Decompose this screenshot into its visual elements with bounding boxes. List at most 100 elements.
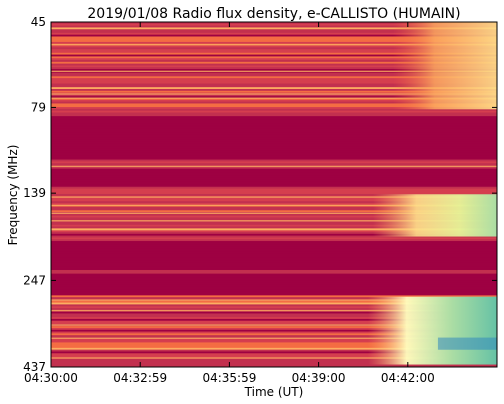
frequency-row bbox=[51, 199, 497, 202]
frequency-row bbox=[51, 253, 497, 256]
frequency-row bbox=[51, 41, 497, 45]
emission-line bbox=[51, 309, 497, 312]
frequency-row bbox=[51, 96, 497, 99]
x-axis-label: Time (UT) bbox=[244, 385, 304, 399]
frequency-row bbox=[51, 148, 497, 151]
frequency-row bbox=[51, 128, 497, 131]
frequency-row bbox=[51, 177, 497, 180]
y-tick-label: 45 bbox=[31, 15, 46, 29]
frequency-rows bbox=[51, 22, 497, 367]
x-axis: 04:30:00 04:32:59 04:35:59 04:39:00 04:42:00 bbox=[24, 22, 435, 385]
heatmap-area bbox=[51, 22, 497, 367]
frequency-row bbox=[51, 213, 497, 217]
frequency-row bbox=[51, 275, 497, 278]
frequency-row bbox=[51, 311, 497, 314]
frequency-row bbox=[51, 360, 497, 363]
frequency-row bbox=[51, 123, 497, 126]
frequency-row bbox=[51, 34, 497, 37]
frequency-row bbox=[51, 85, 497, 88]
frequency-row bbox=[51, 315, 497, 318]
frequency-row bbox=[51, 81, 497, 84]
burst-upper bbox=[392, 22, 497, 110]
frequency-row bbox=[51, 181, 497, 184]
frequency-row bbox=[51, 141, 497, 144]
frequency-row bbox=[51, 300, 497, 303]
frequency-row bbox=[51, 112, 497, 115]
frequency-row bbox=[51, 107, 497, 110]
frequency-row bbox=[51, 54, 497, 57]
frequency-row bbox=[51, 47, 497, 50]
x-tick-label: 04:42:00 bbox=[381, 371, 435, 385]
frequency-row bbox=[51, 67, 497, 70]
frequency-row bbox=[51, 291, 497, 294]
y-tick-label: 139 bbox=[23, 186, 46, 200]
frequency-row bbox=[51, 69, 497, 72]
frequency-row bbox=[51, 168, 497, 171]
frequency-row bbox=[51, 277, 497, 280]
frequency-row bbox=[51, 257, 497, 260]
frequency-row bbox=[51, 304, 497, 307]
frequency-row bbox=[51, 49, 497, 52]
frequency-row bbox=[51, 282, 497, 285]
frequency-row bbox=[51, 231, 497, 235]
frequency-row bbox=[51, 329, 497, 332]
emission-line bbox=[51, 165, 497, 168]
chart-title: 2019/01/08 Radio flux density, e-CALLIST… bbox=[87, 6, 460, 22]
frequency-row bbox=[51, 286, 497, 289]
frequency-row bbox=[51, 125, 497, 128]
burst-mid bbox=[372, 194, 497, 237]
frequency-row bbox=[51, 241, 497, 244]
frequency-row bbox=[51, 184, 497, 188]
frequency-row bbox=[51, 266, 497, 269]
frequency-row bbox=[51, 45, 497, 48]
x-tick-label: 04:39:00 bbox=[292, 371, 346, 385]
frequency-row bbox=[51, 215, 497, 218]
frequency-row bbox=[51, 163, 497, 166]
frequency-row bbox=[51, 110, 497, 113]
frequency-row bbox=[51, 289, 497, 293]
frequency-row bbox=[51, 150, 497, 153]
frequency-row bbox=[51, 322, 497, 325]
frequency-row bbox=[51, 170, 497, 173]
frequency-row bbox=[51, 302, 497, 305]
frequency-row bbox=[51, 25, 497, 28]
frequency-row bbox=[51, 280, 497, 283]
emission-line bbox=[51, 220, 497, 222]
burst-region bbox=[367, 22, 497, 365]
frequency-row bbox=[51, 347, 497, 350]
frequency-row bbox=[51, 262, 497, 265]
frequency-row bbox=[51, 260, 497, 264]
frequency-row bbox=[51, 250, 497, 253]
frequency-row bbox=[51, 87, 497, 90]
frequency-row bbox=[51, 206, 497, 209]
frequency-row bbox=[51, 154, 497, 157]
frequency-row bbox=[51, 288, 497, 291]
frequency-row bbox=[51, 119, 497, 122]
frequency-row bbox=[51, 56, 497, 59]
frequency-row bbox=[51, 61, 497, 64]
frequency-row bbox=[51, 346, 497, 349]
frequency-row bbox=[51, 50, 497, 54]
frequency-row bbox=[51, 23, 497, 26]
y-axis-label: Frequency (MHz) bbox=[6, 145, 20, 246]
frequency-row bbox=[51, 166, 497, 169]
frequency-row bbox=[51, 317, 497, 320]
frequency-row bbox=[51, 251, 497, 255]
frequency-row bbox=[51, 83, 497, 86]
frequency-row bbox=[51, 224, 497, 227]
frequency-row bbox=[51, 255, 497, 258]
x-tick-label: 04:35:59 bbox=[202, 371, 256, 385]
frequency-row bbox=[51, 40, 497, 43]
frequency-row bbox=[51, 183, 497, 186]
frequency-row bbox=[51, 137, 497, 140]
frequency-row bbox=[51, 362, 497, 365]
frequency-row bbox=[51, 308, 497, 311]
frequency-row bbox=[51, 174, 497, 177]
frequency-row bbox=[51, 88, 497, 92]
emission-line bbox=[51, 324, 497, 326]
x-tick-label: 04:32:59 bbox=[113, 371, 167, 385]
frequency-row bbox=[51, 117, 497, 121]
frequency-row bbox=[51, 235, 497, 238]
frequency-row bbox=[51, 192, 497, 195]
frequency-row bbox=[51, 38, 497, 41]
